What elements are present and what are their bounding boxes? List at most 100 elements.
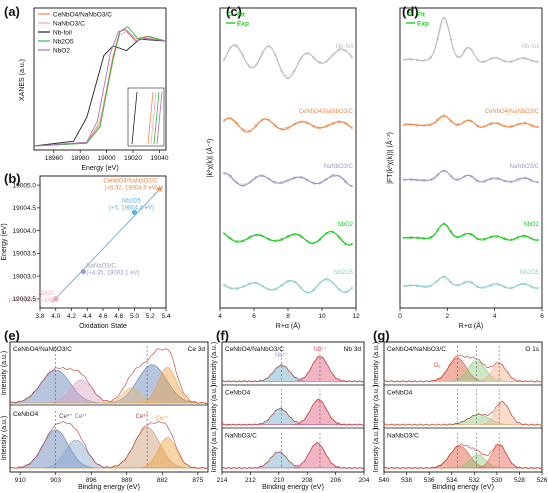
fit-point-nb-foil-114 (344, 49, 347, 52)
legend-label-nbo2: NbO2 (53, 47, 70, 54)
fit-point-nanbo3-c-60 (469, 174, 473, 178)
xtick-label-214: 214 (217, 477, 228, 484)
fit-point-nanbo3-c-24 (429, 178, 433, 181)
xtick-label-6: 6 (252, 313, 256, 320)
panel-c-legend: Fit Exp (226, 12, 249, 28)
fit-point-nb-foil-36 (442, 16, 446, 20)
fit-point-nbo2-54 (280, 238, 283, 241)
xtick-label-212: 212 (245, 477, 256, 484)
fit-point-nb-foil-72 (299, 57, 303, 60)
fit-point-nb-foil-24 (248, 65, 251, 69)
component-0-0 (221, 364, 365, 382)
trace-label-cenbo4-nanbo3-c: CeNbO4/NaNbO3/C (485, 109, 540, 115)
fit-point-nbo2-114 (530, 237, 533, 240)
fit-point-nanbo3-c-60 (286, 179, 290, 182)
fit-point-nb2o5-114 (530, 285, 533, 288)
trace-label-nanbo3-c: NaNbO3/C (324, 164, 354, 170)
trace-label-nb-foil: Nb-foil (336, 44, 353, 50)
fit-point-nb2o5-0 (222, 283, 226, 287)
fit-point-nb2o5-102 (331, 281, 335, 285)
fit-point-nbo2-72 (299, 235, 303, 238)
fit-point-nb2o5-84 (496, 283, 500, 286)
fit-point-nb-foil-78 (489, 57, 493, 61)
fit-point-nbo2-78 (489, 235, 493, 239)
fit-point-nb2o5-42 (267, 288, 271, 291)
fit-point-cenbo4-nanbo3-c-84 (496, 122, 500, 125)
fit-point-nb-foil-0 (222, 58, 226, 62)
fit-point-nb2o5-6 (229, 286, 232, 290)
fit-point-nb-foil-30 (436, 37, 439, 40)
panel-a-frame (33, 7, 167, 151)
fit-point-nb-foil-90 (318, 61, 322, 64)
legend-label-nanbo3-c: NaNbO3/C (53, 20, 85, 27)
fit-point-nb2o5-90 (503, 285, 506, 289)
fit-point-cenbo4-nanbo3-c-108 (523, 121, 526, 125)
xtick-label-540: 540 (379, 477, 390, 484)
fit-line-nbo2 (403, 223, 539, 242)
exp-line-nbo2 (223, 230, 353, 246)
fit-point-nanbo3-c-66 (476, 179, 479, 183)
panel-g-plot: CeNbO4/NaNbO3/C CeNbO4 NaNbO3/C O 1s Oᵥ 540 53… (379, 346, 548, 484)
fit-point-nanbo3-c-120 (350, 184, 354, 188)
panel-d-xlabel: R+α (Å) (459, 321, 483, 330)
fit-point-nanbo3-c-66 (293, 176, 296, 179)
b-xtick-label-4.6: 4.6 (98, 313, 107, 320)
fit-point-nanbo3-c-120 (536, 180, 540, 184)
fit-point-nb2o5-30 (254, 281, 258, 285)
fit-point-nanbo3-c-108 (337, 174, 341, 178)
point-nanbo3-c (80, 268, 86, 275)
fit-point-nb2o5-12 (416, 284, 419, 288)
fit-point-nb-foil-54 (280, 69, 283, 72)
fit-point-cenbo4-nanbo3-c-102 (331, 122, 335, 125)
fit-point-nb-foil-102 (331, 53, 335, 57)
panel-g-ylabel-3: Intensity (a.u.) (373, 428, 380, 472)
fit-line (51, 185, 164, 303)
xtick-label-534: 534 (446, 477, 457, 484)
fit-point-nb2o5-42 (449, 280, 453, 284)
b-xtick-label-4.8: 4.8 (114, 313, 123, 320)
fit-point-cenbo4-nanbo3-c-18 (241, 129, 245, 132)
peak-label-1: Ce³⁺ (75, 413, 88, 420)
fit-point-nb-foil-12 (416, 58, 419, 62)
fit-point-nbo2-24 (248, 236, 251, 239)
xtick-label-10: 10 (318, 313, 326, 320)
envelope-0 (221, 355, 365, 383)
fit-line-cenbo4-nanbo3-c (403, 115, 539, 129)
trace-label-nbo2: NbO2 (337, 222, 353, 228)
fit-point-nanbo3-c-0 (402, 178, 406, 182)
row-label-cenbo4: CeNbO4 (13, 411, 39, 418)
fit-point-nb2o5-54 (463, 281, 466, 284)
panel-a-inset-curves (131, 91, 163, 145)
fit-point-cenbo4-nanbo3-c-66 (293, 122, 296, 126)
component-2-0 (384, 445, 542, 469)
legend-fit-label: Fit (417, 12, 426, 19)
fit-point-cenbo4-nanbo3-c-36 (261, 118, 264, 122)
fit-point-cenbo4-nanbo3-c-84 (312, 124, 315, 128)
b-ytick-label-19004.5: 19004.5 (13, 205, 37, 212)
fit-point-cenbo4-nanbo3-c-0 (222, 119, 226, 122)
fit-point-nbo2-30 (254, 233, 258, 237)
fit-point-nanbo3-c-84 (496, 177, 500, 180)
fit-point-nbo2-108 (337, 236, 341, 239)
fit-point-nb-foil-72 (483, 60, 486, 63)
row-label-cenbo4-nanbo3-c: CeNbO4/NaNbO3/C (387, 346, 446, 353)
legend-fit-marker (407, 11, 413, 17)
envelope-0 (383, 354, 543, 383)
fit-point-nbo2-60 (469, 232, 473, 236)
b-ytick-label-19005.0: 19005.0 (13, 182, 37, 189)
legend-exp-label: Exp (237, 21, 249, 28)
row-label-cenbo4: CeNbO4 (225, 389, 251, 396)
point-coord-nbo2: (+4, 19002.5 eV) (9, 298, 54, 304)
b-xtick-label-5.0: 5.0 (130, 313, 139, 320)
fit-point-nb-foil-84 (496, 57, 500, 60)
fit-point-cenbo4-nanbo3-c-54 (463, 120, 466, 123)
xtick-label-2: 2 (446, 313, 450, 320)
fit-point-nanbo3-c-6 (409, 178, 412, 181)
fit-point-nbo2-72 (483, 238, 486, 241)
fit-point-nbo2-90 (318, 238, 322, 241)
fit-point-nb-foil-48 (273, 53, 277, 56)
b-xtick-label-3.8: 3.8 (35, 313, 44, 320)
row-label-cenbo4-nanbo3-c: CeNbO4/NaNbO3/C (225, 346, 284, 353)
